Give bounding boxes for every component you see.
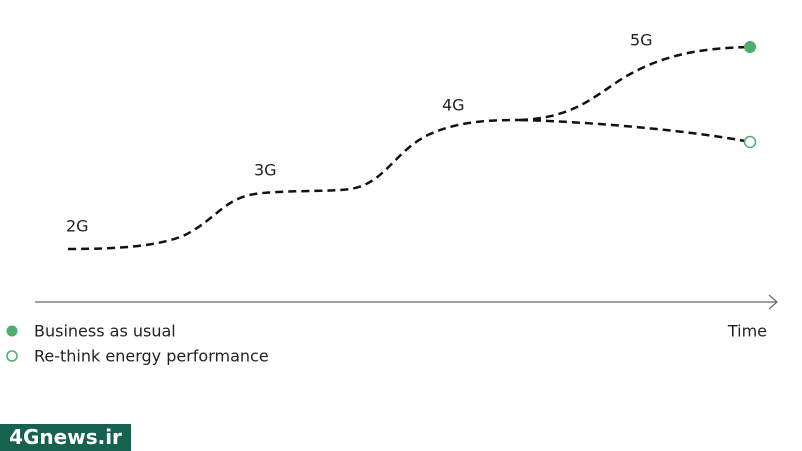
legend-label: Business as usual <box>34 322 176 341</box>
legend-label: Re-think energy performance <box>34 347 269 366</box>
stage-label: 4G <box>442 96 465 115</box>
business-end <box>744 41 756 53</box>
rethink-end <box>743 135 757 149</box>
axis-label: Time <box>727 322 767 341</box>
stage-label: 5G <box>630 31 653 50</box>
axis-arrow <box>768 294 778 310</box>
watermark: 4Gnews.ir <box>0 424 131 451</box>
legend-marker <box>6 325 18 337</box>
stage-label: 3G <box>254 161 277 180</box>
common-curve <box>67 118 521 251</box>
rethink-curve <box>519 118 751 144</box>
stage-label: 2G <box>66 217 89 236</box>
legend-marker <box>6 350 18 362</box>
business-curve <box>519 45 751 122</box>
